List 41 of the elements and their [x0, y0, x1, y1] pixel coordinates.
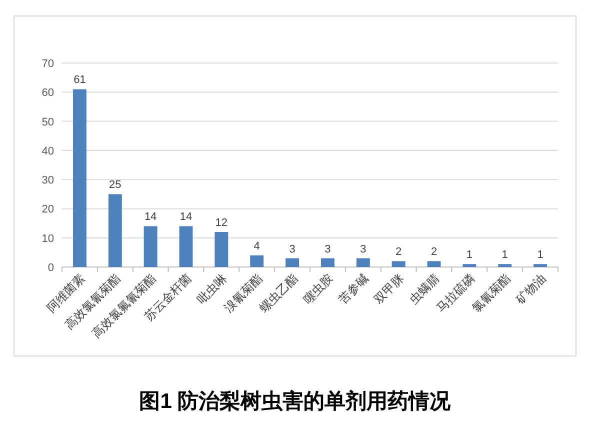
x-tick-label: 噻虫胺 — [300, 271, 336, 307]
y-tick-label: 20 — [42, 204, 54, 216]
data-label: 2 — [430, 246, 438, 258]
data-label: 25 — [109, 179, 122, 192]
bar — [320, 258, 334, 267]
x-tick-label: 苦参碱 — [336, 271, 372, 307]
bar — [498, 264, 512, 267]
y-tick-label: 50 — [42, 116, 54, 128]
data-label: 2 — [396, 246, 402, 258]
x-tick-label: 矿物油 — [512, 271, 548, 308]
data-label: 1 — [537, 249, 544, 262]
bar — [427, 261, 441, 267]
bar — [179, 226, 193, 267]
data-label: 61 — [74, 74, 86, 86]
data-label: 12 — [215, 217, 228, 230]
bar — [356, 258, 370, 267]
data-label: 3 — [360, 243, 366, 256]
bar — [72, 89, 86, 267]
data-label: 4 — [254, 240, 260, 252]
bar — [534, 264, 548, 267]
bar — [144, 226, 158, 267]
text: 图1 防治梨树虫害的单剂用药情况 — [139, 389, 452, 413]
data-label: 14 — [144, 211, 157, 224]
y-tick-label: 60 — [42, 87, 54, 100]
x-tick-label: 双甲脒 — [371, 271, 407, 307]
bar — [214, 232, 228, 267]
bar — [108, 194, 122, 267]
bar — [392, 261, 406, 267]
y-tick-label: 70 — [42, 58, 54, 70]
y-tick-label: 10 — [42, 232, 54, 245]
data-label: 14 — [180, 211, 192, 224]
y-tick-label: 40 — [42, 145, 54, 158]
data-label: 1 — [502, 249, 508, 262]
y-tick-label: 0 — [48, 262, 54, 274]
data-label: 3 — [324, 243, 331, 256]
bar — [250, 255, 264, 267]
bar — [286, 258, 300, 267]
y-tick-label: 30 — [42, 174, 54, 187]
data-label: 1 — [466, 249, 472, 262]
data-label: 3 — [289, 243, 296, 256]
bar — [462, 264, 476, 267]
